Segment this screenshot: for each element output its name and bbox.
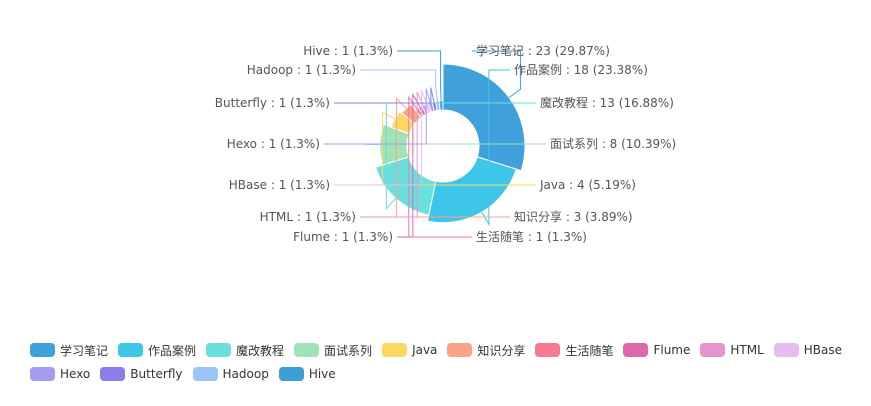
legend-item[interactable]: 作品案例 — [118, 342, 196, 359]
slice-label: Hexo : 1 (1.3%) — [227, 137, 320, 151]
legend-label: 作品案例 — [148, 343, 197, 358]
chart-slices — [375, 63, 526, 224]
legend-item[interactable]: Butterfly — [100, 367, 183, 381]
legend-item[interactable]: 魔改教程 — [206, 342, 284, 359]
legend-swatch — [206, 343, 232, 357]
legend-label: Butterfly — [130, 367, 183, 381]
leader-line — [397, 50, 442, 101]
slice-label: 面试系列 : 8 (10.39%) — [550, 136, 676, 151]
slice-label: Butterfly : 1 (1.3%) — [215, 96, 330, 110]
legend-item[interactable]: HTML — [700, 343, 764, 357]
chart-labels: 学习笔记 : 23 (29.87%) 作品案例 : 18 (23.38%) 魔改教程… — [215, 43, 676, 244]
legend-swatch — [294, 343, 320, 357]
slice-label: Flume : 1 (1.3%) — [293, 230, 393, 244]
legend-item[interactable]: Hadoop — [192, 367, 269, 381]
rose-slice[interactable] — [426, 156, 517, 224]
legend-swatch — [447, 343, 473, 357]
legend-swatch — [382, 343, 408, 357]
legend-label: Java — [412, 343, 438, 357]
rose-slice[interactable] — [375, 156, 437, 216]
legend-swatch — [700, 343, 726, 357]
chart-legend: 学习笔记 作品案例 魔改教程 面试系列 Java 知识分享 生活随笔 Flume HTML HBa… — [30, 338, 850, 386]
legend-label: HBase — [803, 343, 843, 357]
legend-row: Hexo Butterfly Hadoop Hive — [30, 362, 850, 386]
legend-swatch — [535, 343, 561, 357]
legend-label: 魔改教程 — [236, 343, 285, 358]
slice-label: 知识分享 : 3 (3.89%) — [514, 209, 633, 224]
legend-swatch — [100, 367, 126, 381]
legend-item[interactable]: 面试系列 — [294, 342, 372, 359]
slice-label: 作品案例 : 18 (23.38%) — [514, 62, 648, 77]
leader-line — [334, 87, 435, 104]
legend-item[interactable]: Hive — [278, 367, 336, 381]
legend-row: 学习笔记 作品案例 魔改教程 面试系列 Java 知识分享 生活随笔 Flume HTML HBa… — [30, 338, 850, 362]
slice-label: HBase : 1 (1.3%) — [229, 178, 330, 192]
legend-label: Hive — [308, 367, 336, 381]
legend-item[interactable]: 知识分享 — [447, 342, 525, 359]
rose-slice[interactable] — [442, 63, 526, 172]
leader-line — [385, 102, 536, 211]
legend-label: Hadoop — [222, 367, 269, 381]
legend-swatch — [192, 367, 218, 381]
leader-line — [334, 90, 428, 186]
rose-slice[interactable] — [379, 123, 410, 166]
slice-label: 魔改教程 : 13 (16.88%) — [540, 95, 674, 110]
legend-item[interactable]: HBase — [773, 343, 843, 357]
leader-line — [472, 50, 521, 98]
legend-item[interactable]: Hexo — [30, 367, 90, 381]
legend-swatch — [118, 343, 144, 357]
legend-label: HTML — [730, 343, 764, 357]
legend-item[interactable]: 生活随笔 — [535, 342, 613, 359]
slice-label: HTML : 1 (1.3%) — [260, 210, 356, 224]
leader-line — [324, 88, 431, 145]
leader-line — [382, 111, 536, 186]
legend-label: Flume — [653, 343, 691, 357]
leader-line — [481, 69, 510, 227]
slice-label: Hadoop : 1 (1.3%) — [247, 63, 356, 77]
legend-label: Hexo — [60, 367, 91, 381]
slice-label: 学习笔记 : 23 (29.87%) — [476, 43, 610, 58]
rose-slice[interactable] — [438, 99, 444, 111]
legend-item[interactable]: Flume — [623, 343, 690, 357]
legend-label: 生活随笔 — [565, 343, 614, 358]
legend-label: 知识分享 — [477, 343, 526, 358]
chart-leader-lines — [324, 50, 546, 238]
leader-line — [360, 69, 438, 101]
leader-line — [360, 92, 424, 218]
legend-swatch — [30, 367, 55, 381]
slice-label: Java : 4 (5.19%) — [539, 178, 636, 192]
legend-item[interactable]: Java — [382, 343, 437, 357]
leader-line — [397, 92, 421, 238]
legend-swatch — [278, 367, 304, 381]
slice-label: 生活随笔 : 1 (1.3%) — [476, 229, 587, 244]
legend-label: 面试系列 — [324, 343, 373, 358]
legend-item[interactable]: 学习笔记 — [30, 342, 108, 359]
legend-label: 学习笔记 — [60, 343, 109, 358]
legend-swatch — [623, 343, 649, 357]
legend-swatch — [773, 343, 799, 357]
slice-label: Hive : 1 (1.3%) — [303, 44, 393, 58]
legend-swatch — [30, 343, 55, 357]
